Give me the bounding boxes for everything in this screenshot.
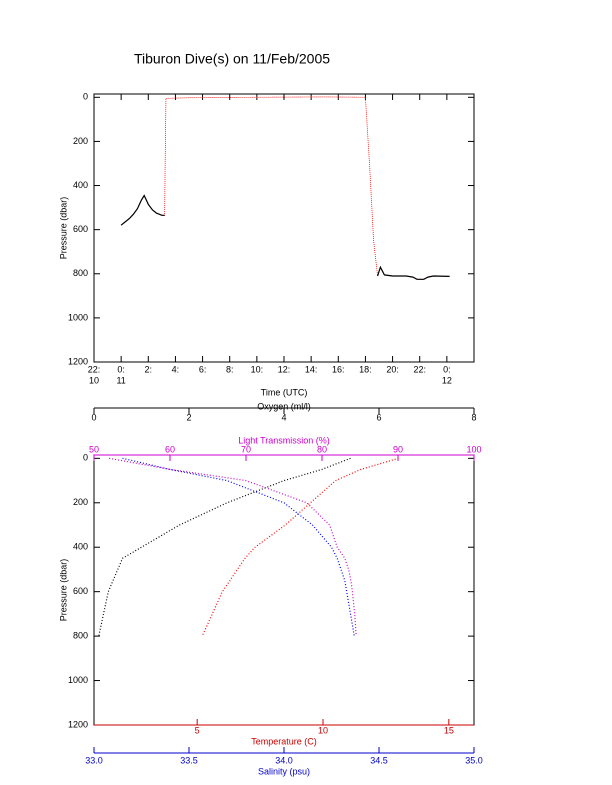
- profile-line: [109, 457, 357, 637]
- y-tick-label: 1200: [68, 719, 88, 729]
- plot-frame: [93, 93, 475, 363]
- x-tick-label: 22:: [88, 364, 101, 374]
- x-tick-label: 15: [444, 725, 454, 735]
- y-tick-label: 1000: [68, 312, 88, 322]
- profile-line: [201, 457, 399, 637]
- x-tick-label: 8:: [226, 364, 234, 374]
- x-tick-label: 33.0: [85, 755, 103, 765]
- y-tick-label: 600: [73, 224, 88, 234]
- pressure-line: [120, 96, 450, 280]
- x-tick-label: 0:: [117, 364, 125, 374]
- x-tick-label: 35.0: [465, 755, 483, 765]
- x-tick-label: 100: [466, 444, 481, 454]
- x-tick-label: 8: [471, 412, 476, 422]
- profile-line: [98, 457, 351, 637]
- x-tick-label: 5: [195, 725, 200, 735]
- profile-line: [122, 457, 355, 637]
- plot-frame: [93, 454, 475, 726]
- x-tick-label: 90: [393, 444, 403, 454]
- x-tick-label: 18:: [359, 364, 372, 374]
- x-tick-date: 12: [442, 375, 452, 385]
- x-axis-label: Temperature (C): [251, 736, 317, 746]
- x-tick-label: 10: [318, 725, 328, 735]
- x-tick-date: 11: [116, 375, 125, 385]
- x-tick-label: 34.5: [370, 755, 388, 765]
- y-axis-label: Pressure (dbar): [58, 197, 68, 260]
- x-tick-label: 50: [89, 444, 99, 454]
- x-tick-label: 4: [281, 412, 286, 422]
- x-tick-label: 0:: [443, 364, 451, 374]
- x-tick-label: 12:: [278, 364, 291, 374]
- x-tick-date: 10: [89, 375, 99, 385]
- x-tick-label: 70: [241, 444, 251, 454]
- x-axis-label: Salinity (psu): [258, 766, 310, 776]
- y-tick-label: 600: [73, 586, 88, 596]
- x-axis-label: Time (UTC): [261, 387, 308, 397]
- pressure-line: [120, 194, 450, 280]
- x-tick-label: 60: [165, 444, 175, 454]
- x-tick-label: 80: [317, 444, 327, 454]
- x-tick-label: 16:: [332, 364, 345, 374]
- x-axis-label: Oxygen (ml/l): [257, 401, 311, 411]
- x-tick-label: 10:: [251, 364, 264, 374]
- x-tick-label: 2:: [145, 364, 153, 374]
- x-tick-label: 14:: [305, 364, 318, 374]
- x-tick-label: 2: [186, 412, 191, 422]
- x-axis-label: Light Transmission (%): [238, 435, 330, 445]
- y-tick-label: 800: [73, 630, 88, 640]
- y-axis-label: Pressure (dbar): [58, 559, 68, 622]
- x-tick-label: 33.5: [180, 755, 198, 765]
- x-tick-label: 34.0: [275, 755, 293, 765]
- y-tick-label: 0: [83, 453, 88, 463]
- x-tick-label: 0: [91, 412, 96, 422]
- x-tick-label: 20:: [386, 364, 399, 374]
- y-tick-label: 400: [73, 542, 88, 552]
- y-tick-label: 200: [73, 136, 88, 146]
- y-tick-label: 0: [83, 92, 88, 102]
- chart-title: Tiburon Dive(s) on 11/Feb/2005: [134, 51, 330, 67]
- x-tick-label: 6: [376, 412, 381, 422]
- x-tick-label: 4:: [172, 364, 180, 374]
- y-tick-label: 200: [73, 497, 88, 507]
- x-tick-label: 6:: [199, 364, 207, 374]
- y-tick-label: 1000: [68, 675, 88, 685]
- y-tick-label: 1200: [68, 356, 88, 366]
- y-tick-label: 400: [73, 180, 88, 190]
- x-tick-label: 22:: [413, 364, 426, 374]
- y-tick-label: 800: [73, 268, 88, 278]
